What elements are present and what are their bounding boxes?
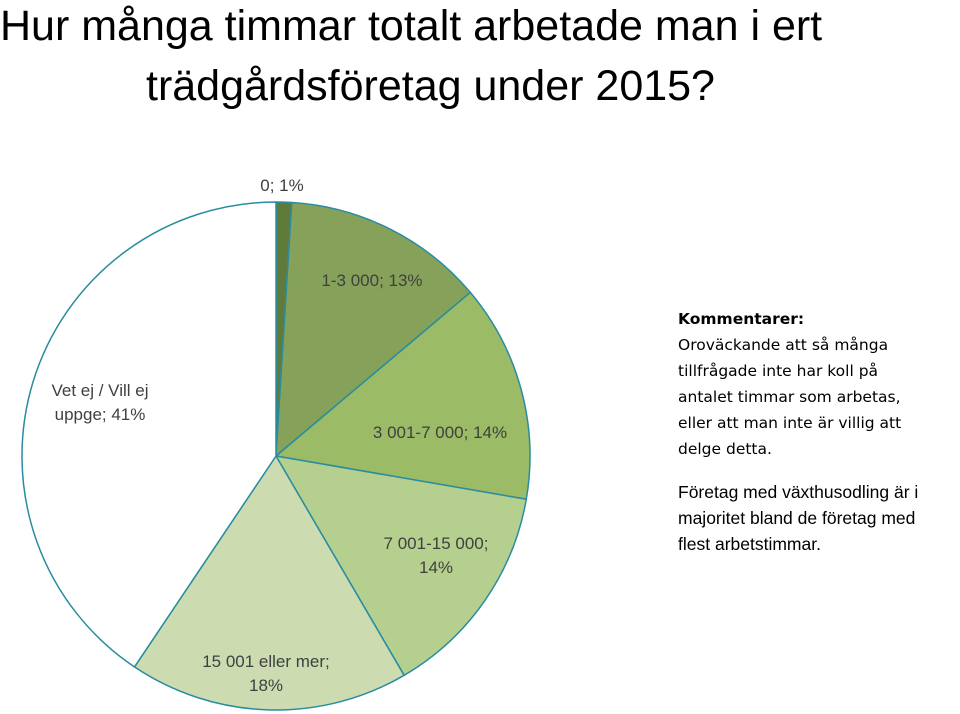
- comments-line: Oroväckande att så många: [678, 336, 889, 354]
- pie-slice-1-3-000: [275, 201, 472, 457]
- comments-para2-line: majoritet bland de företag med: [678, 508, 916, 528]
- comments-heading: Kommentarer:: [678, 310, 805, 328]
- pie-slice-15-001-eller-mer: [133, 455, 405, 711]
- comments-paragraph-2: Företag med växthusodling är i majoritet…: [678, 479, 960, 557]
- pie-slices: [21, 201, 531, 711]
- comments-line: delge detta.: [678, 440, 772, 458]
- chart-title-line-1: Hur många timmar totalt arbetade man i e…: [0, 2, 823, 50]
- slice-label: 3 001-7 000; 14%: [373, 423, 507, 442]
- comments-line: tillfrågade inte har koll på: [678, 362, 879, 380]
- comments-line: antalet timmar som arbetas,: [678, 388, 901, 406]
- chart-title: Hur många timmar totalt arbetade man i e…: [0, 0, 960, 116]
- comments-para2-line: Företag med växthusodling är i: [678, 482, 919, 502]
- pie-slice-7-001-15-000: [275, 455, 528, 677]
- slice-label: 7 001-15 000; 14%: [384, 534, 489, 577]
- pie-slice-vet-ej-vill-ej-uppge: [21, 201, 277, 668]
- comments-para2-line: flest arbetstimmar.: [678, 534, 821, 554]
- chart-title-line-2: trädgårdsföretag under 2015?: [146, 62, 715, 110]
- comments-panel: Kommentarer: Oroväckande att så många ti…: [678, 306, 960, 557]
- comments-body: Oroväckande att så många tillfrågade int…: [678, 332, 960, 462]
- slice-label: 1-3 000; 13%: [321, 271, 422, 290]
- pie-slice-3-001-7-000: [275, 291, 531, 500]
- slice-label: 0; 1%: [260, 176, 303, 195]
- pie-slice-labels: 0; 1% 1-3 000; 13% 3 001-7 000; 14% 7 001-1…: [51, 176, 507, 695]
- slice-label: 15 001 eller mer; 18%: [202, 652, 330, 695]
- comments-line: eller att man inte är villig att: [678, 414, 902, 432]
- slice-label: Vet ej / Vill ej uppge; 41%: [51, 381, 148, 424]
